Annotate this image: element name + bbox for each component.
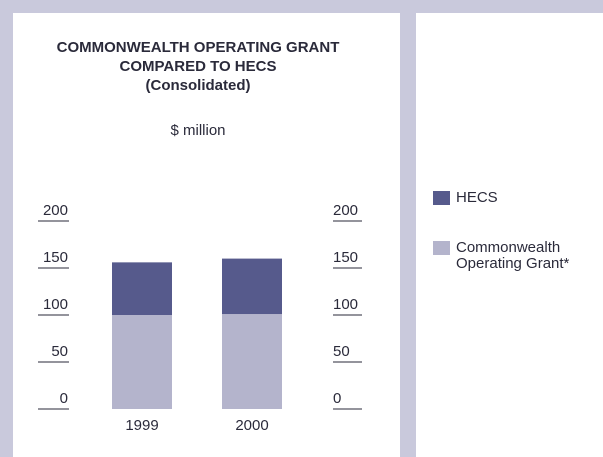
y-tick-label: 100 — [43, 296, 68, 313]
y-axis-label: $ million — [170, 122, 225, 139]
y-tick-label: 100 — [333, 296, 358, 313]
x-tick-label: 1999 — [125, 417, 158, 434]
y-tick-label: 0 — [333, 390, 341, 407]
bar-segment — [222, 314, 282, 409]
legend-panel — [416, 13, 603, 457]
legend-label: Commonwealth Operating Grant* — [456, 239, 570, 272]
chart-title: COMPARED TO HECS — [120, 58, 277, 75]
bar-segment — [112, 315, 172, 409]
legend-swatch — [433, 191, 450, 205]
y-tick-label: 150 — [333, 249, 358, 266]
chart-subtitle: (Consolidated) — [146, 77, 251, 94]
legend-swatch — [433, 241, 450, 255]
y-tick-label: 200 — [43, 202, 68, 219]
y-tick-label: 150 — [43, 249, 68, 266]
x-tick-label: 2000 — [235, 417, 268, 434]
y-tick-label: 50 — [51, 343, 68, 360]
legend-label: HECS — [456, 189, 498, 206]
chart-panel — [13, 13, 400, 457]
y-tick-label: 0 — [60, 390, 68, 407]
bar-segment — [112, 262, 172, 315]
y-tick-label: 50 — [333, 343, 350, 360]
y-tick-label: 200 — [333, 202, 358, 219]
chart-title: COMMONWEALTH OPERATING GRANT — [57, 39, 340, 56]
bar-segment — [222, 258, 282, 315]
